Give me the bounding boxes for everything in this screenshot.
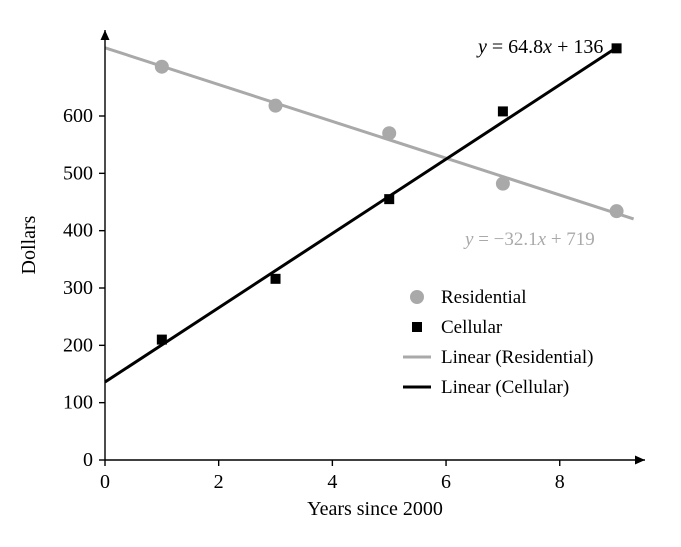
y-tick-label: 100 bbox=[63, 392, 93, 414]
legend-marker-icon bbox=[412, 322, 422, 332]
legend-marker-icon bbox=[410, 290, 424, 304]
legend-label: Residential bbox=[441, 287, 526, 308]
line-chart: 0 2 4 6 8 0 100 200 300 400 500 600 Years since 2000… bbox=[0, 0, 681, 542]
residential-equation: y = −32.1x + 719 bbox=[463, 229, 595, 250]
x-tick-label: 0 bbox=[100, 471, 110, 493]
y-tick-label: 300 bbox=[63, 277, 93, 299]
residential-point bbox=[610, 204, 624, 218]
residential-point bbox=[269, 99, 283, 113]
cellular-point bbox=[271, 274, 281, 284]
x-tick-label: 4 bbox=[327, 471, 337, 493]
cellular-point bbox=[384, 194, 394, 204]
cellular-point bbox=[157, 335, 167, 345]
x-axis-arrow bbox=[635, 456, 645, 465]
legend-label: Cellular bbox=[441, 317, 503, 338]
chart-container: 0 2 4 6 8 0 100 200 300 400 500 600 Years since 2000… bbox=[0, 0, 681, 547]
y-tick-label: 600 bbox=[63, 105, 93, 127]
legend-label: Linear (Cellular) bbox=[441, 377, 569, 398]
x-tick-label: 6 bbox=[441, 471, 451, 493]
y-axis-label: Dollars bbox=[18, 215, 40, 274]
linear-cellular-line bbox=[105, 46, 619, 382]
x-tick-label: 8 bbox=[555, 471, 565, 493]
y-tick-label: 200 bbox=[63, 334, 93, 356]
residential-point bbox=[382, 126, 396, 140]
residential-point bbox=[496, 177, 510, 191]
x-axis-label: Years since 2000 bbox=[307, 498, 443, 520]
cellular-equation: y = 64.8x + 136 bbox=[476, 36, 603, 58]
y-tick-label: 500 bbox=[63, 162, 93, 184]
y-tick-label: 400 bbox=[63, 220, 93, 242]
cellular-point bbox=[612, 43, 622, 53]
residential-point bbox=[155, 60, 169, 74]
legend-label: Linear (Residential) bbox=[441, 347, 593, 368]
x-tick-label: 2 bbox=[214, 471, 224, 493]
y-axis-arrow bbox=[101, 30, 110, 40]
linear-residential-line bbox=[105, 48, 634, 219]
cellular-point bbox=[498, 106, 508, 116]
y-tick-label: 0 bbox=[83, 449, 93, 471]
